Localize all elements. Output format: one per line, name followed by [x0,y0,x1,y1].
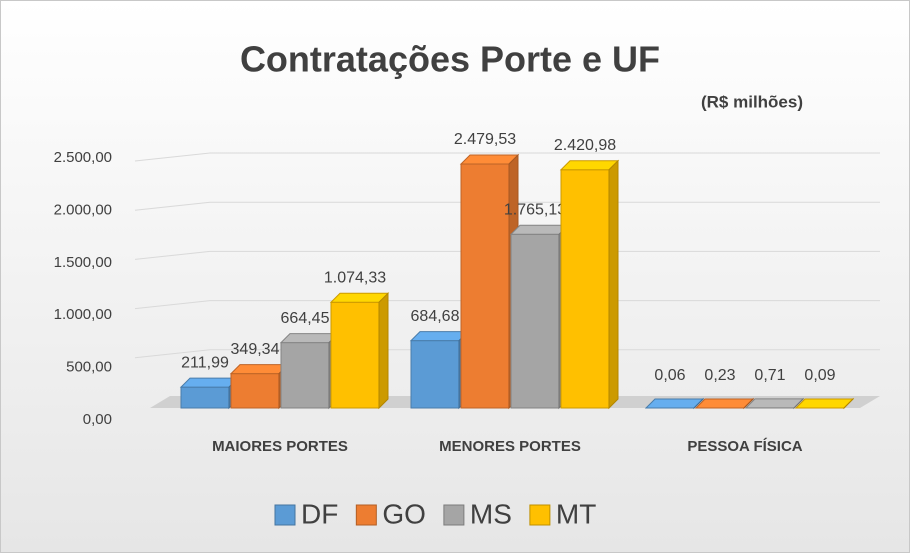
grid-line [134,349,880,359]
bar [329,292,390,410]
legend-swatch [529,504,551,526]
y-tick-label: 500,00 [66,359,112,376]
bar-top [559,160,620,171]
data-label: 0,71 [754,367,785,384]
grid-line [134,300,880,310]
legend-label: MT [556,498,596,529]
bar [509,224,570,410]
subtitle: (R$ milhões) [701,92,803,111]
bar [794,397,855,410]
bar-front [180,386,230,409]
y-tick-label: 2.000,00 [54,201,112,218]
data-label: 211,99 [181,354,229,371]
data-label: 2.420,98 [554,137,616,154]
bar-front [230,373,280,409]
y-tick-label: 1.500,00 [54,254,112,271]
data-label: 664,45 [281,310,330,327]
bar-front [560,169,610,409]
bar-top [459,154,520,165]
bar-top [329,292,390,303]
bar-side [793,397,804,410]
data-label: 0,23 [704,367,735,384]
bar [459,153,520,410]
bar-side [378,292,389,410]
bar-side [693,397,704,410]
bar [409,330,470,410]
legend-label: GO [382,498,426,529]
bar [744,397,805,410]
bar [229,363,290,410]
data-label: 1.765,13 [504,202,566,219]
bar-top [179,377,240,388]
legend-label: DF [301,498,338,529]
plot: 0,00 500,00 1.000,00 1.500,00 2.000,00 2.500,… [54,131,880,529]
bar [279,332,340,410]
data-label: 2.479,53 [454,131,516,148]
bar-top [409,331,470,342]
bar-front [410,340,460,409]
data-label: 349,34 [231,341,280,358]
bar [694,397,755,410]
data-label: 684,68 [411,308,460,325]
bar-top [229,364,290,375]
bar-top [509,224,570,235]
chart-title: Contratações Porte e UF [240,39,660,80]
bar-top [694,398,755,409]
legend-label: MS [470,498,512,529]
grid-line [134,201,880,211]
legend-swatch [274,504,296,526]
bar-top [279,333,340,344]
y-tick-label: 2.500,00 [54,149,112,166]
bar-top [744,398,805,409]
bar-top [644,398,705,409]
bar-front [280,342,330,409]
bar [179,376,240,410]
y-tick-label: 1.000,00 [54,306,112,323]
legend: DF GO MS MT [274,498,596,529]
grid-line [134,152,880,162]
data-label: 1.074,33 [324,270,386,287]
bar-front [460,163,510,409]
data-label: 0,06 [654,367,685,384]
bar-front [330,301,380,409]
bar [644,397,705,410]
x-tick-label: PESSOA FÍSICA [687,438,802,455]
y-tick-label: 0,00 [83,411,112,428]
bar-side [608,159,619,410]
x-tick-label: MAIORES PORTES [212,438,348,455]
bar-front [510,233,560,409]
bar-side [843,397,854,410]
bar-top [794,398,855,409]
bar [559,159,620,410]
grid-line [134,250,880,260]
bar-side [743,397,754,410]
x-tick-label: MENORES PORTES [439,438,581,455]
legend-swatch [443,504,465,526]
data-label: 0,09 [804,367,835,384]
legend-swatch [355,504,377,526]
